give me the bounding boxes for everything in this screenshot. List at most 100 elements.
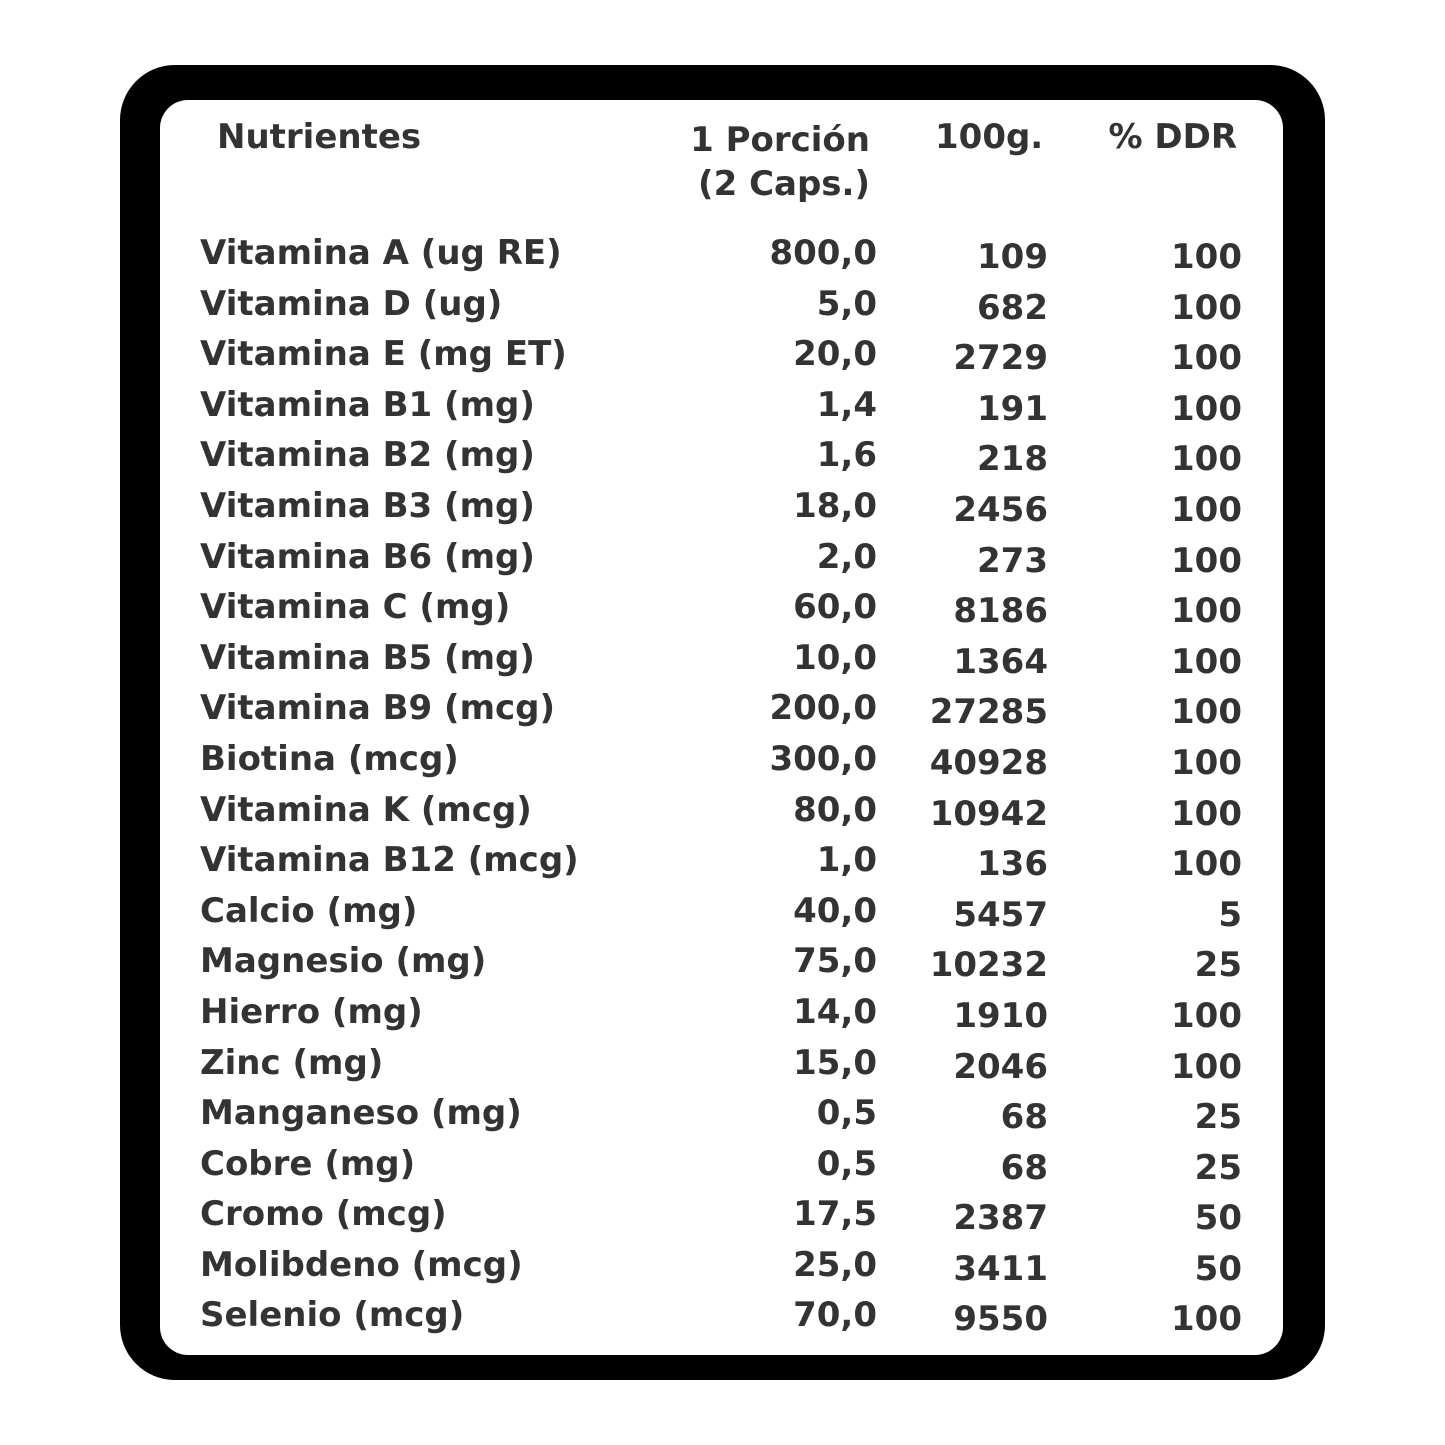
ddr-value: 100 (1171, 489, 1242, 530)
portion-value: 25,0 (793, 1244, 877, 1285)
ddr-value: 100 (1171, 287, 1242, 328)
table-row: Calcio (mg) 40,0 5457 5 (0, 886, 1445, 937)
header-portion: 1 Porción (2 Caps.) (690, 118, 870, 206)
ddr-value: 100 (1171, 540, 1242, 581)
nutrient-name: Manganeso (mg) (200, 1093, 522, 1134)
portion-value: 80,0 (793, 789, 877, 830)
nutrient-name: Vitamina C (mg) (200, 587, 511, 628)
ddr-value: 5 (1218, 894, 1242, 935)
ddr-value: 100 (1171, 237, 1242, 277)
table-panel (160, 100, 1283, 1355)
nutrient-name: Vitamina E (mg ET) (200, 334, 567, 375)
per100-value: 2387 (953, 1198, 1048, 1239)
per100-value: 5457 (953, 894, 1048, 935)
per100-value: 136 (977, 844, 1048, 885)
per100-value: 682 (977, 287, 1048, 328)
nutrient-name: Vitamina B2 (mg) (200, 435, 535, 476)
portion-value: 0,5 (816, 1143, 877, 1184)
ddr-value: 25 (1194, 1097, 1242, 1138)
nutrient-name: Biotina (mcg) (200, 738, 459, 779)
per100-value: 2729 (953, 338, 1048, 379)
ddr-value: 25 (1194, 1147, 1242, 1188)
header-portion-line2: (2 Caps.) (698, 164, 870, 204)
table-row: Hierro (mg) 14,0 1910 100 (0, 987, 1445, 1038)
per100-value: 1364 (953, 641, 1048, 682)
portion-value: 1,4 (816, 384, 877, 425)
ddr-value: 50 (1194, 1248, 1242, 1289)
table-row: Magnesio (mg) 75,0 10232 25 (0, 936, 1445, 987)
portion-value: 17,5 (793, 1194, 877, 1235)
nutrient-name: Vitamina K (mcg) (200, 789, 532, 830)
portion-value: 60,0 (793, 587, 877, 628)
nutrient-name: Hierro (mg) (200, 991, 423, 1032)
per100-value: 2456 (953, 489, 1048, 530)
portion-value: 15,0 (793, 1042, 877, 1083)
portion-value: 10,0 (793, 637, 877, 678)
portion-value: 40,0 (793, 890, 877, 931)
ddr-value: 100 (1171, 388, 1242, 429)
nutrient-name: Molibdeno (mcg) (200, 1244, 523, 1285)
nutrient-name: Cobre (mg) (200, 1143, 416, 1184)
table-row: Cobre (mg) 0,5 68 25 (0, 1139, 1445, 1190)
per100-value: 68 (1000, 1147, 1048, 1188)
ddr-value: 100 (1171, 742, 1242, 783)
table-row: Vitamina B2 (mg) 1,6 218 100 (0, 430, 1445, 481)
table-row: Vitamina C (mg) 60,0 8186 100 (0, 582, 1445, 633)
per100-value: 10232 (929, 945, 1048, 986)
nutrient-name: Vitamina B3 (mg) (200, 485, 535, 526)
ddr-value: 25 (1194, 945, 1242, 986)
nutrient-name: Selenio (mcg) (200, 1295, 465, 1336)
table-row: Vitamina B1 (mg) 1,4 191 100 (0, 380, 1445, 431)
per100-value: 27285 (929, 692, 1048, 733)
table-row: Vitamina B5 (mg) 10,0 1364 100 (0, 633, 1445, 684)
portion-value: 14,0 (793, 991, 877, 1032)
table-row: Manganeso (mg) 0,5 68 25 (0, 1088, 1445, 1139)
per100-value: 10942 (929, 793, 1048, 834)
per100-value: 40928 (929, 742, 1048, 783)
portion-value: 5,0 (816, 283, 877, 324)
nutrient-name: Zinc (mg) (200, 1042, 384, 1083)
per100-value: 8186 (953, 591, 1048, 632)
ddr-value: 100 (1171, 844, 1242, 885)
nutrient-name: Vitamina B5 (mg) (200, 637, 535, 678)
portion-value: 200,0 (769, 688, 877, 729)
ddr-value: 100 (1171, 995, 1242, 1036)
nutrient-name: Vitamina D (ug) (200, 283, 503, 324)
table-row: Vitamina K (mcg) 80,0 10942 100 (0, 785, 1445, 836)
per100-value: 3411 (953, 1248, 1048, 1289)
table-row: Molibdeno (mcg) 25,0 3411 50 (0, 1240, 1445, 1291)
nutrient-name: Magnesio (mg) (200, 941, 487, 982)
table-row: Cromo (mcg) 17,5 2387 50 (0, 1189, 1445, 1240)
ddr-value: 100 (1171, 1299, 1242, 1340)
portion-value: 0,5 (816, 1093, 877, 1134)
portion-value: 800,0 (769, 233, 877, 273)
ddr-value: 50 (1194, 1198, 1242, 1239)
header-per100: 100g. (935, 117, 1044, 157)
nutrient-name: Cromo (mcg) (200, 1194, 447, 1235)
per100-value: 68 (1000, 1097, 1048, 1138)
nutrient-table-body: Vitamina A (ug RE) 800,0 109 100 Vitamina D … (0, 228, 1445, 1341)
per100-value: 9550 (953, 1299, 1048, 1340)
per100-value: 218 (977, 439, 1048, 480)
ddr-value: 100 (1171, 591, 1242, 632)
portion-value: 2,0 (816, 536, 877, 577)
table-row: Biotina (mcg) 300,0 40928 100 (0, 734, 1445, 785)
table-row: Vitamina B6 (mg) 2,0 273 100 (0, 532, 1445, 583)
portion-value: 20,0 (793, 334, 877, 375)
nutrient-name: Calcio (mg) (200, 890, 418, 931)
per100-value: 1910 (953, 995, 1048, 1036)
per100-value: 191 (977, 388, 1048, 429)
header-ddr: % DDR (1108, 117, 1237, 157)
nutrient-name: Vitamina B9 (mcg) (200, 688, 556, 729)
portion-value: 70,0 (793, 1295, 877, 1336)
portion-value: 300,0 (769, 738, 877, 779)
per100-value: 109 (977, 237, 1048, 277)
per100-value: 2046 (953, 1046, 1048, 1087)
portion-value: 1,0 (816, 840, 877, 881)
portion-value: 18,0 (793, 485, 877, 526)
table-row: Zinc (mg) 15,0 2046 100 (0, 1038, 1445, 1089)
table-row: Vitamina A (ug RE) 800,0 109 100 (0, 228, 1445, 279)
header-portion-line1: 1 Porción (690, 120, 870, 160)
nutrient-name: Vitamina B6 (mg) (200, 536, 535, 577)
header-nutrients: Nutrientes (217, 117, 422, 157)
